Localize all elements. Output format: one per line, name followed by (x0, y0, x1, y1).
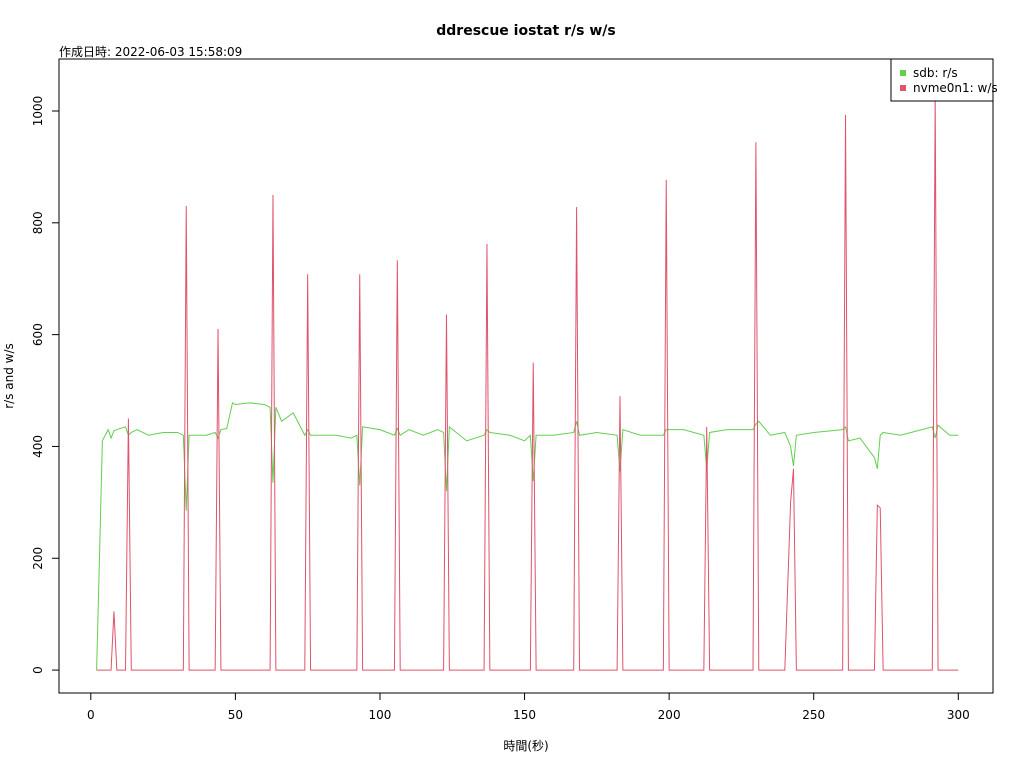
chart-title: ddrescue iostat r/s w/s (436, 23, 615, 39)
y-tick-label: 0 (31, 666, 45, 674)
legend-swatch (900, 70, 906, 76)
series-line (96, 94, 959, 671)
x-tick-label: 100 (369, 708, 392, 722)
legend-box (890, 58, 994, 102)
y-tick-label: 600 (31, 323, 45, 346)
legend-label: sdb: r/s (913, 66, 958, 80)
plot-area (96, 94, 959, 671)
y-tick-label: 800 (31, 211, 45, 234)
y-tick-label: 1000 (31, 96, 45, 127)
plot-frame (58, 58, 994, 694)
y-tick-label: 200 (31, 547, 45, 570)
y-tick-label: 400 (31, 435, 45, 458)
x-tick-label: 250 (802, 708, 825, 722)
subtitle: 作成日時: 2022-06-03 15:58:09 (59, 45, 242, 59)
x-tick-label: 300 (947, 708, 970, 722)
x-tick-label: 0 (87, 708, 95, 722)
x-tick-label: 150 (513, 708, 536, 722)
legend-label: nvme0n1: w/s (913, 81, 998, 95)
x-tick-label: 50 (228, 708, 243, 722)
legend-swatch (900, 85, 906, 91)
series-line (96, 402, 959, 671)
x-tick-label: 200 (658, 708, 681, 722)
y-axis-label: r/s and w/s (2, 343, 16, 409)
x-axis-label: 時間(秒) (503, 739, 548, 753)
